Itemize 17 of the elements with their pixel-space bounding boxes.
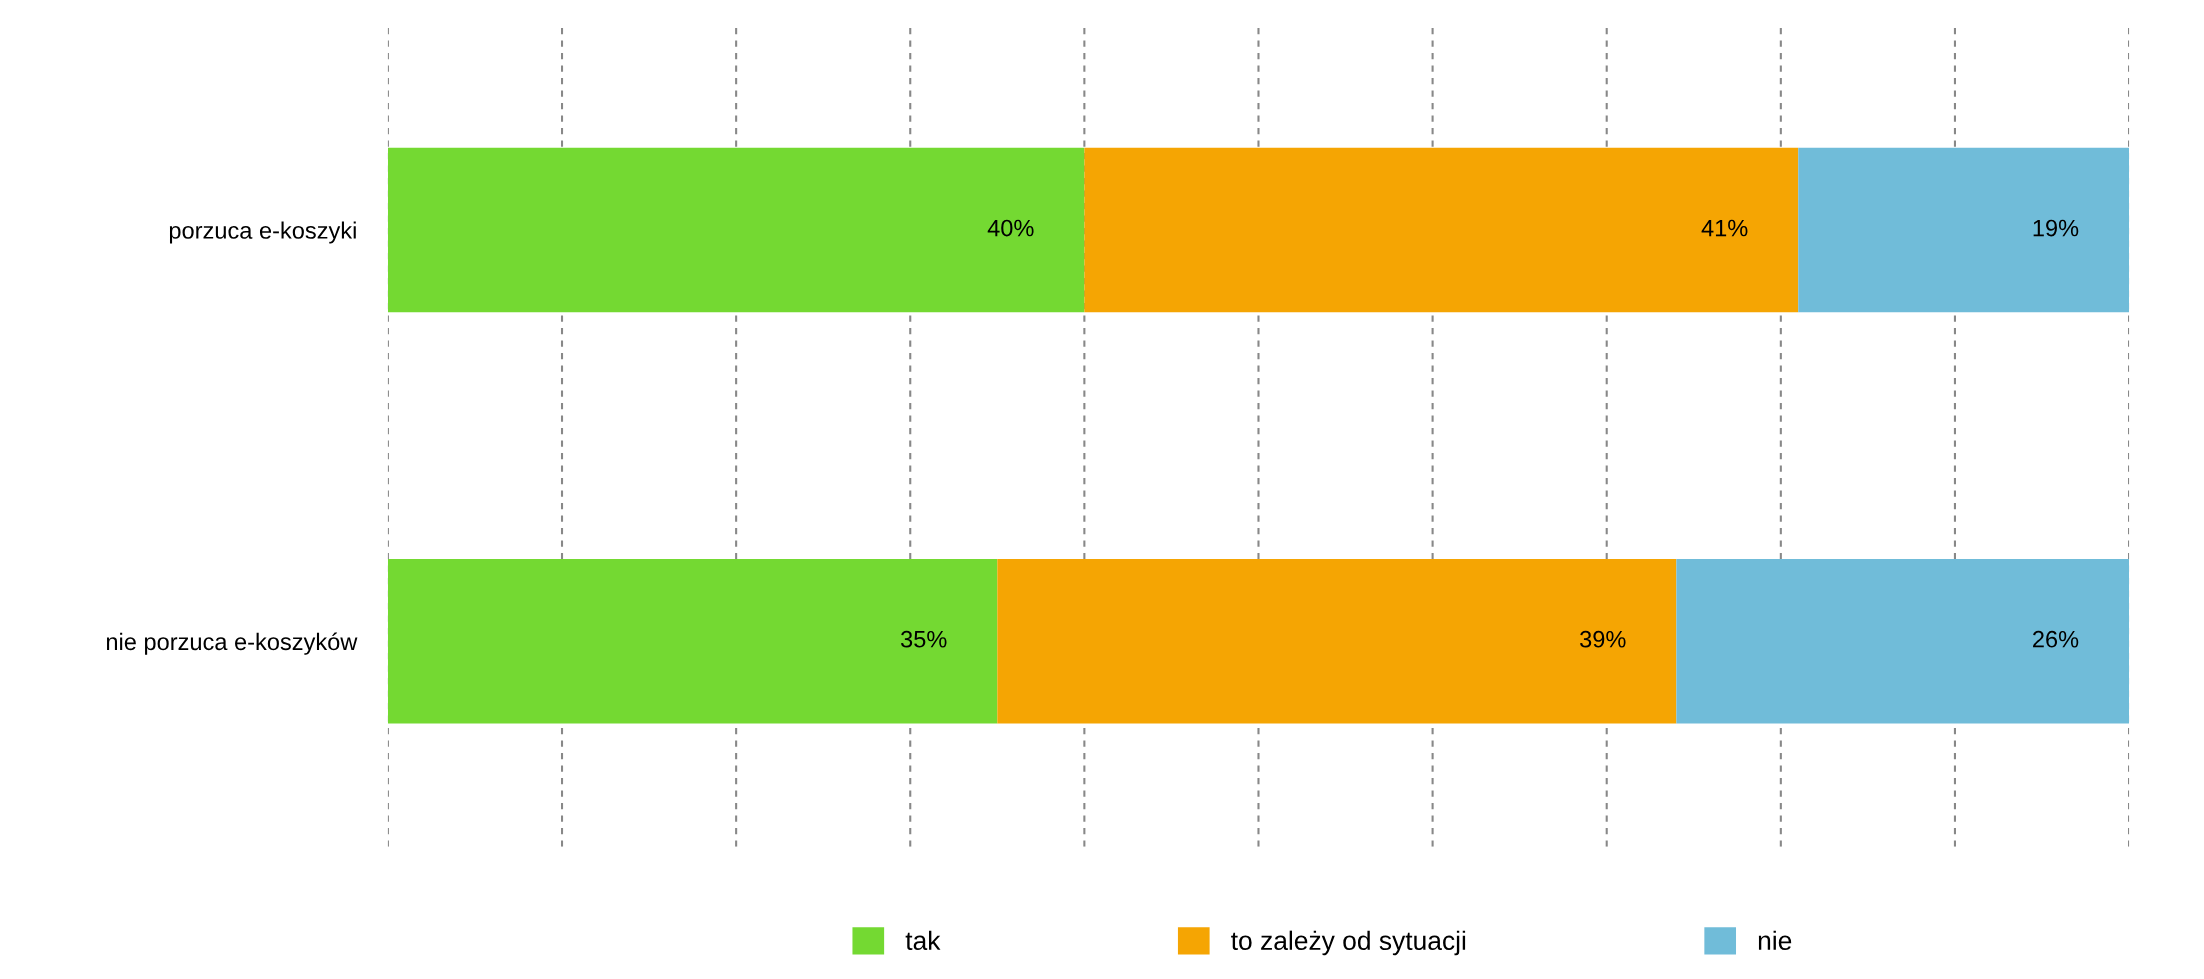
legend-label: nie bbox=[1758, 930, 1792, 951]
legend-label: to zależy od sytuacji bbox=[1231, 930, 1466, 956]
bar bbox=[1084, 147, 1799, 313]
bar bbox=[1676, 559, 2130, 724]
data-label: 41% bbox=[1701, 219, 1748, 237]
data-label: 19% bbox=[2033, 219, 2079, 237]
data-label: 35% bbox=[900, 630, 947, 648]
data-label: 40% bbox=[987, 219, 1034, 237]
y-tick-label: nie porzuca e-koszyków bbox=[106, 632, 358, 655]
legend-label: tak bbox=[905, 930, 941, 951]
data-label: 39% bbox=[1580, 630, 1626, 648]
data-label: 26% bbox=[2033, 630, 2079, 648]
y-tick-label: porzuca e-koszyki bbox=[169, 221, 356, 244]
bar bbox=[387, 147, 1085, 313]
bar bbox=[387, 559, 998, 724]
bar bbox=[997, 559, 1677, 724]
bar bbox=[1798, 147, 2130, 313]
